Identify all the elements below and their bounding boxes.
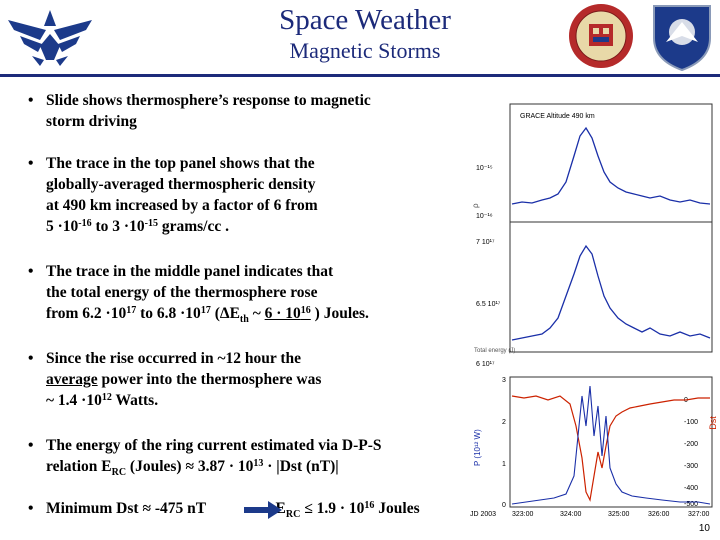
university-seal-logo [569, 4, 633, 68]
top-axis-label: ρ [471, 203, 480, 208]
x-tick-label: 327:00 [688, 511, 710, 518]
mid-axis-label: Total energy (J) [474, 348, 515, 354]
middle-panel-frame [509, 221, 713, 353]
energy-series-line [511, 244, 711, 341]
bullet-text: globally-averaged thermospheric density [46, 176, 316, 193]
bot-right-tick: -300 [684, 463, 698, 470]
x-tick-label: 325:00 [608, 511, 630, 518]
bullet-text: The trace in the top panel shows that th… [46, 155, 315, 172]
bottom-panel-frame [509, 376, 713, 508]
density-series-line [511, 126, 711, 205]
bullet-text: Since the rise occurred in ~12 hour the [46, 350, 302, 367]
top-panel-frame [509, 103, 713, 223]
bullet-text: the total energy of the thermosphere ros… [46, 284, 318, 301]
bullet-text: Minimum Dst ≈ -475 nT [46, 500, 206, 517]
afrl-shield-logo [653, 5, 711, 72]
bot-right-tick: -100 [684, 419, 698, 426]
x-tick-label: JD 2003 [470, 511, 496, 518]
header-divider [0, 74, 720, 77]
bullet-text: Slide shows thermosphere’s response to m… [46, 92, 371, 109]
dst-axis-label: Dst [707, 416, 718, 430]
bot-left-tick: 3 [502, 377, 506, 384]
bullet-text: average power into the thermosphere was [46, 371, 322, 388]
x-tick-label: 326:00 [648, 511, 670, 518]
bullet-text: The energy of the ring current estimated… [46, 437, 382, 454]
mid-tick-label: 7 10¹⁷ [476, 239, 495, 246]
bullet-text: ~ 1.4 ·1012 Watts. [46, 392, 159, 409]
storm-plot-panels: GRACE Altitude 490 km 10⁻¹⁵ 10⁻¹⁶ ρ 7 10… [470, 103, 713, 518]
mid-tick-label: 6 10¹⁷ [476, 361, 495, 368]
dst-series-line [511, 395, 710, 502]
bot-left-tick: 0 [502, 502, 506, 509]
power-series-line [511, 385, 711, 505]
bullet-text: relation ERC (Joules) ≈ 3.87 · 1013 · |D… [46, 458, 339, 479]
bullet-text: The trace in the middle panel indicates … [46, 263, 334, 280]
arrow-icon [244, 501, 282, 519]
bot-left-tick: 1 [502, 461, 506, 468]
top-tick-label: 10⁻¹⁵ [476, 165, 493, 172]
bullet-text: storm driving [46, 113, 137, 130]
x-tick-label: 323:00 [512, 511, 534, 518]
page-title: Space Weather [279, 4, 451, 36]
bullet-text: 5 ·10-16 to 3 ·10-15 grams/cc . [46, 218, 229, 235]
x-tick-label: 324:00 [560, 511, 582, 518]
air-force-wings-logo [8, 10, 92, 66]
bot-left-tick: 2 [502, 419, 506, 426]
top-panel-label: GRACE Altitude 490 km [520, 113, 595, 120]
bot-right-tick: -500 [684, 501, 698, 508]
bot-right-tick: -400 [684, 485, 698, 492]
mid-tick-label: 6.5 10¹⁷ [476, 301, 501, 308]
top-tick-label: 10⁻¹⁶ [476, 213, 493, 220]
page-subtitle: Magnetic Storms [289, 38, 441, 63]
bot-left-axis-label: P (10¹² W) [473, 429, 482, 466]
bullet-text: from 6.2 ·1017 to 6.8 ·1017 (ΔEth ~ 6 · … [46, 305, 369, 326]
bot-right-tick: -200 [684, 441, 698, 448]
bullet-text: at 490 km increased by a factor of 6 fro… [46, 197, 318, 214]
bullet-text: ERC ≤ 1.9 · 1016 Joules [275, 500, 420, 521]
page-number: 10 [698, 523, 710, 534]
